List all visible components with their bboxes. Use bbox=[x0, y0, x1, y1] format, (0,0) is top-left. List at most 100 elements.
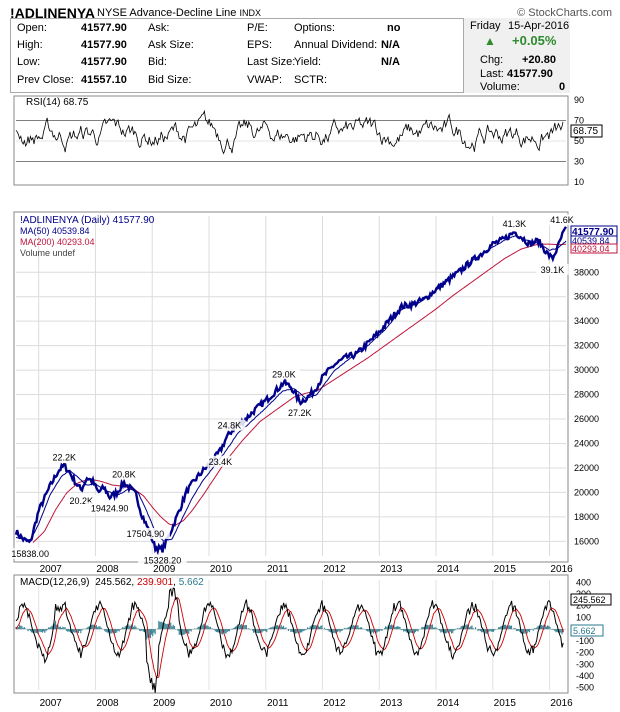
price-y-tick: 28000 bbox=[574, 390, 599, 400]
symbol-name: NYSE Advance-Decline Line INDX bbox=[97, 7, 261, 19]
price-annotation: 19424.90 bbox=[91, 503, 129, 513]
sctr-label: SCTR: bbox=[294, 74, 327, 86]
price-x-label: 2011 bbox=[267, 564, 289, 575]
legend-price: !ADLINENYA (Daily) 41577.90 bbox=[20, 215, 155, 226]
rsi-y-tick: 90 bbox=[574, 95, 584, 105]
yield-value: N/A bbox=[381, 56, 400, 68]
macd-x-label: 2007 bbox=[40, 698, 63, 709]
price-annotation: 24.8K bbox=[218, 421, 242, 431]
options-label: Options: bbox=[294, 22, 335, 34]
open-label: Open: bbox=[17, 22, 47, 34]
price-y-tick: 36000 bbox=[574, 292, 599, 302]
price-annotation: 41.3K bbox=[503, 219, 527, 229]
macd-y-tick: 100 bbox=[576, 612, 591, 622]
price-x-label: 2007 bbox=[40, 564, 63, 575]
price-last-value: 41577.90 bbox=[572, 227, 614, 238]
price-annotation: 20.2K bbox=[70, 496, 94, 506]
macd-sep-2: , bbox=[173, 577, 179, 588]
open-value: 41577.90 bbox=[81, 22, 127, 34]
hist-value: 5.662 bbox=[179, 577, 204, 588]
legend-ma50: MA(50) 40539.84 bbox=[20, 226, 90, 236]
price-y-tick: 18000 bbox=[574, 512, 599, 522]
price-x-label: 2012 bbox=[323, 564, 346, 575]
annotation-bg bbox=[138, 554, 187, 566]
price-annotation: 27.2K bbox=[288, 408, 312, 418]
last-label: Last: bbox=[480, 68, 504, 80]
high-value: 41577.90 bbox=[81, 39, 127, 51]
annotation-bg bbox=[107, 468, 140, 480]
legend-ma200: MA(200) 40293.04 bbox=[20, 237, 95, 247]
ask-size-label: Ask Size: bbox=[148, 39, 194, 51]
annotation-bg bbox=[498, 217, 531, 229]
annotation-bg bbox=[213, 419, 246, 431]
price-last-labels: 41577.90 40539.84 40293.04 bbox=[570, 225, 618, 254]
macd-x-label: 2015 bbox=[494, 698, 517, 709]
price-y-tick: 30000 bbox=[574, 365, 599, 375]
quote-summary: Friday 15-Apr-2016 ▲ +0.05% Chg: +20.80 … bbox=[463, 18, 570, 93]
low-label: Low: bbox=[17, 56, 41, 68]
high-label: High: bbox=[17, 39, 43, 51]
price-panel: 16000 18000 20000 22000 24000 26000 28000 30000… bbox=[5, 211, 618, 575]
annotation-bg bbox=[283, 406, 316, 418]
macd-y-tick: 400 bbox=[576, 577, 591, 587]
price-legend: !ADLINENYA (Daily) 41577.90 MA(50) 40539… bbox=[20, 215, 155, 258]
macd-histogram bbox=[15, 620, 564, 640]
price-x-label: 2009 bbox=[153, 564, 176, 575]
up-arrow-icon: ▲ bbox=[484, 34, 496, 48]
symbol-title: !ADLINENYA bbox=[10, 5, 96, 21]
macd-signal-line bbox=[15, 597, 564, 679]
hist-last-box bbox=[570, 624, 604, 637]
price-annotation: 17504.90 bbox=[127, 529, 165, 539]
macd-label: MACD(12,26,9) bbox=[20, 577, 89, 588]
price-x-label: 2010 bbox=[210, 564, 233, 575]
credit: © StockCharts.com bbox=[517, 7, 612, 19]
macd-y-tick: -300 bbox=[576, 659, 594, 669]
price-y-tick: 38000 bbox=[574, 267, 599, 277]
price-annotation: 29.0K bbox=[272, 369, 296, 379]
annotation-bg bbox=[267, 368, 300, 380]
rsi-line bbox=[15, 109, 564, 155]
ma200-last-box bbox=[570, 243, 618, 254]
macd-y-tick: -100 bbox=[576, 636, 594, 646]
annotation-bg bbox=[536, 263, 569, 275]
price-y-tick: 24000 bbox=[574, 438, 599, 448]
macd-sep-1: , bbox=[131, 577, 137, 588]
vwap-label: VWAP: bbox=[247, 74, 283, 86]
price-frame bbox=[13, 211, 569, 563]
macd-y-tick: -400 bbox=[576, 671, 594, 681]
macd-x-label: 2010 bbox=[210, 698, 233, 709]
eps-label: EPS: bbox=[247, 39, 273, 51]
signal-value: 239.901 bbox=[137, 577, 174, 588]
annotation-bg bbox=[121, 527, 170, 539]
quote-day: Friday bbox=[470, 20, 501, 32]
price-annotation: 23.4K bbox=[209, 457, 233, 467]
ma50-last-value: 40539.84 bbox=[572, 236, 610, 246]
pe-label: P/E: bbox=[247, 22, 268, 34]
legend-volume: Volume undef bbox=[20, 248, 76, 258]
ma200-line bbox=[32, 243, 566, 543]
ma50-line bbox=[15, 235, 567, 542]
volume-value: 0 bbox=[559, 81, 566, 93]
quote-date: 15-Apr-2016 bbox=[508, 20, 570, 32]
prev-close-value: 41557.10 bbox=[81, 74, 127, 86]
bid-size-label: Bid Size: bbox=[148, 74, 192, 86]
rsi-title: RSI(14) 68.75 bbox=[26, 97, 89, 108]
hist-last-value: 5.662 bbox=[573, 626, 596, 636]
macd-last-box bbox=[570, 593, 612, 606]
last-value: 41577.90 bbox=[507, 68, 553, 80]
macd-y-tick: 200 bbox=[576, 601, 591, 611]
symbol-description: NYSE Advance-Decline Line bbox=[97, 7, 237, 19]
macd-title: MACD(12,26,9) 245.562, 239.901, 5.662 bbox=[20, 577, 204, 588]
price-annotation: 15838.00 bbox=[11, 549, 49, 559]
price-annotation: 41.6K bbox=[550, 215, 574, 225]
options-value: no bbox=[387, 22, 401, 34]
rsi-y-tick: 30 bbox=[574, 157, 584, 167]
price-x-label: 2016 bbox=[550, 564, 573, 575]
macd-last-value: 245.562 bbox=[573, 595, 606, 605]
price-y-tick: 16000 bbox=[574, 536, 599, 546]
ma50-last-box bbox=[570, 235, 618, 246]
macd-x-label: 2009 bbox=[153, 698, 176, 709]
macd-value: 245.562 bbox=[95, 577, 132, 588]
price-line bbox=[14, 226, 567, 556]
